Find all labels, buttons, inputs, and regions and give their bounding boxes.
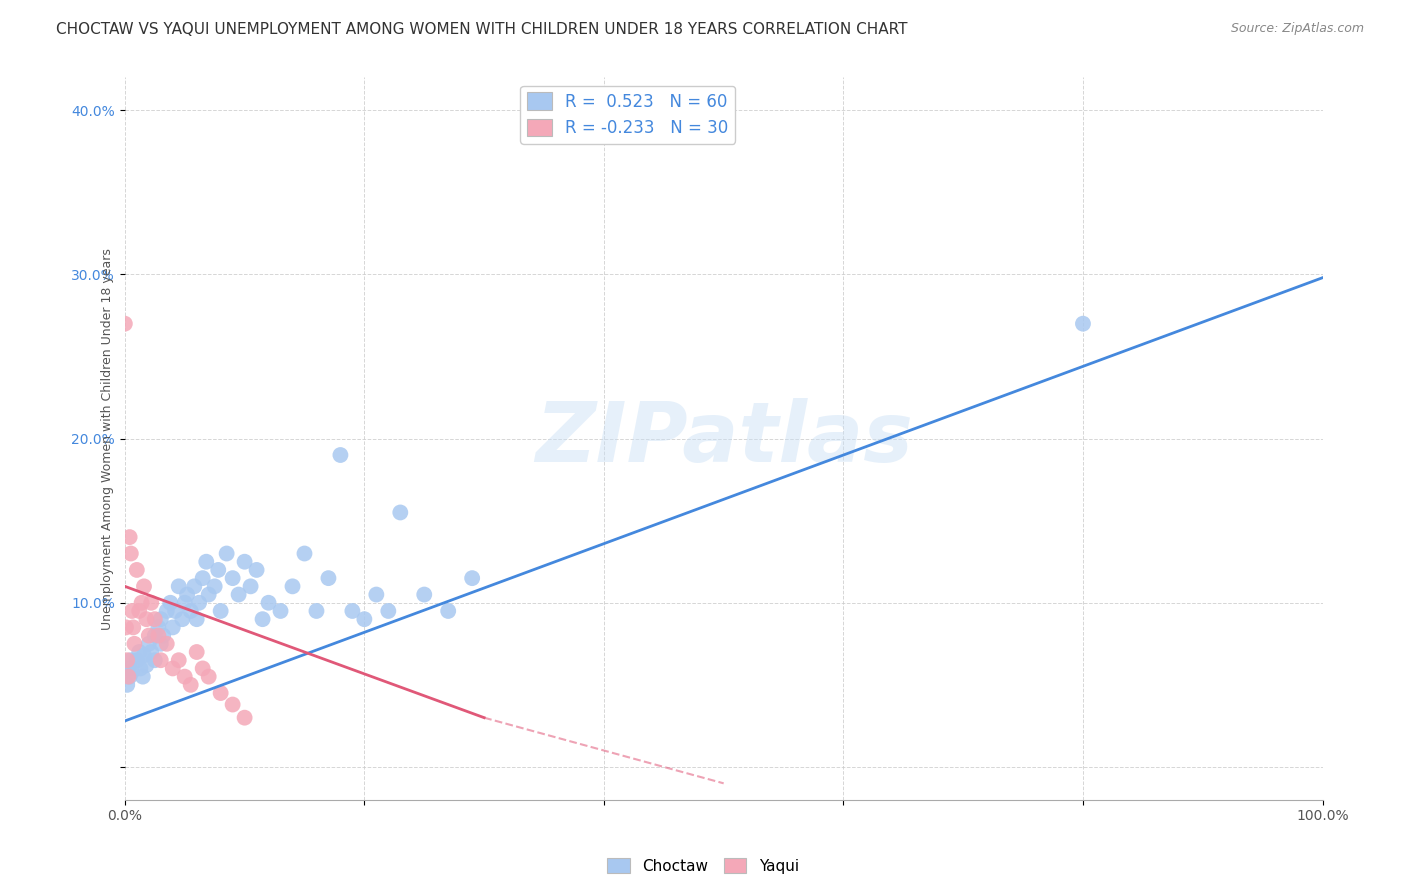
Point <box>143 653 166 667</box>
Point <box>221 698 243 712</box>
Point <box>131 596 153 610</box>
Point <box>366 588 388 602</box>
Point <box>270 604 292 618</box>
Point <box>152 629 174 643</box>
Point <box>115 678 138 692</box>
Point <box>118 530 141 544</box>
Point <box>228 588 250 602</box>
Point <box>281 579 304 593</box>
Point <box>239 579 262 593</box>
Text: Source: ZipAtlas.com: Source: ZipAtlas.com <box>1230 22 1364 36</box>
Point <box>221 571 243 585</box>
Point <box>1071 317 1094 331</box>
Point <box>172 612 194 626</box>
Point <box>191 661 214 675</box>
Text: CHOCTAW VS YAQUI UNEMPLOYMENT AMONG WOMEN WITH CHILDREN UNDER 18 YEARS CORRELATI: CHOCTAW VS YAQUI UNEMPLOYMENT AMONG WOME… <box>56 22 908 37</box>
Point <box>132 579 155 593</box>
Point <box>167 579 190 593</box>
Point <box>173 596 195 610</box>
Point <box>121 604 143 618</box>
Point <box>129 661 152 675</box>
Point <box>120 653 142 667</box>
Point <box>156 604 179 618</box>
Point <box>115 620 138 634</box>
Point <box>257 596 280 610</box>
Point <box>118 670 141 684</box>
Point <box>207 563 229 577</box>
Point <box>252 612 274 626</box>
Point <box>125 563 148 577</box>
Point <box>233 711 256 725</box>
Point <box>377 604 399 618</box>
Point <box>294 547 316 561</box>
Point <box>437 604 460 618</box>
Point <box>197 670 219 684</box>
Point <box>162 620 184 634</box>
Text: ZIPatlas: ZIPatlas <box>534 398 912 479</box>
Point <box>180 678 202 692</box>
Point <box>148 620 170 634</box>
Point <box>209 686 232 700</box>
Point <box>138 637 160 651</box>
Point <box>117 670 139 684</box>
Point <box>197 588 219 602</box>
Point <box>149 637 172 651</box>
Point <box>204 579 226 593</box>
Point <box>125 653 148 667</box>
Point <box>176 588 198 602</box>
Point <box>135 612 157 626</box>
Point <box>188 596 211 610</box>
Point <box>389 506 412 520</box>
Point <box>135 658 157 673</box>
Point <box>149 612 172 626</box>
Point <box>143 612 166 626</box>
Point <box>186 645 208 659</box>
Point <box>128 645 150 659</box>
Point <box>156 637 179 651</box>
Point <box>122 620 145 634</box>
Point <box>209 604 232 618</box>
Point <box>141 645 163 659</box>
Point <box>180 604 202 618</box>
Point <box>183 579 205 593</box>
Point <box>128 604 150 618</box>
Point <box>114 317 136 331</box>
Point <box>305 604 328 618</box>
Point <box>233 555 256 569</box>
Legend: R =  0.523   N = 60, R = -0.233   N = 30: R = 0.523 N = 60, R = -0.233 N = 30 <box>520 86 735 144</box>
Y-axis label: Unemployment Among Women with Children Under 18 years: Unemployment Among Women with Children U… <box>101 248 114 630</box>
Point <box>461 571 484 585</box>
Point <box>124 637 146 651</box>
Point <box>413 588 436 602</box>
Point <box>195 555 218 569</box>
Point <box>121 665 143 679</box>
Point <box>245 563 267 577</box>
Point <box>117 661 139 675</box>
Point <box>149 653 172 667</box>
Point <box>167 653 190 667</box>
Point <box>148 629 170 643</box>
Point <box>191 571 214 585</box>
Point <box>120 547 142 561</box>
Point <box>162 661 184 675</box>
Point <box>138 629 160 643</box>
Point <box>186 612 208 626</box>
Point <box>115 653 138 667</box>
Point <box>159 596 181 610</box>
Point <box>173 670 195 684</box>
Point <box>141 596 163 610</box>
Point <box>143 629 166 643</box>
Point <box>318 571 340 585</box>
Point <box>329 448 352 462</box>
Point <box>215 547 238 561</box>
Point <box>342 604 364 618</box>
Point <box>132 648 155 663</box>
Point <box>165 604 187 618</box>
Legend: Choctaw, Yaqui: Choctaw, Yaqui <box>600 852 806 880</box>
Point <box>353 612 375 626</box>
Point <box>132 670 155 684</box>
